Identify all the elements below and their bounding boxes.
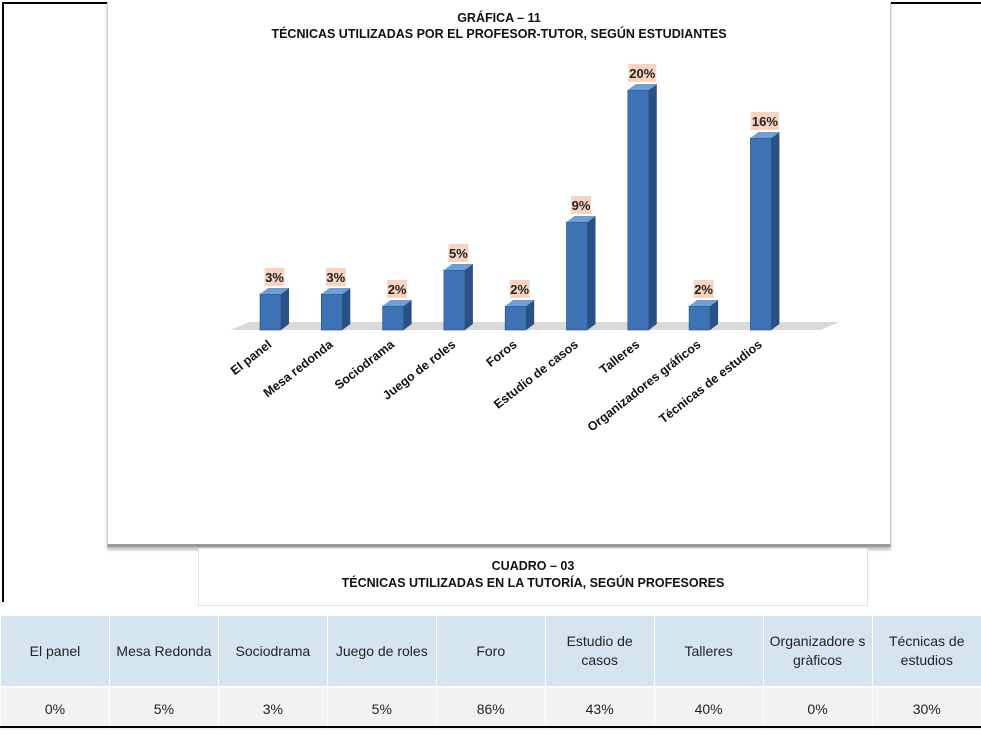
table-header-cell: Organizadore s gràficos xyxy=(762,616,872,687)
table-header-cell: Juego de roles xyxy=(326,616,437,687)
table-cell: 43% xyxy=(544,686,655,730)
bar-top xyxy=(321,288,351,294)
bar xyxy=(504,305,527,331)
techniques-table: El panel Mesa Redonda Sociodrama Juego d… xyxy=(0,616,981,730)
bar xyxy=(382,305,404,331)
table-header-cell: Estudio de casos xyxy=(544,616,655,687)
table-header-cell: Talleres xyxy=(653,616,764,687)
data-label: 2% xyxy=(510,282,529,297)
bar-top xyxy=(382,300,412,306)
category-label: Técnicas de estudios xyxy=(656,337,764,426)
table-header-row: El panel Mesa Redonda Sociodrama Juego d… xyxy=(0,616,981,687)
bar-side xyxy=(342,288,351,330)
category-label: Talleres xyxy=(597,337,642,377)
bar-side xyxy=(710,300,719,330)
table-cell: 5% xyxy=(108,686,219,730)
bar-side xyxy=(464,264,473,330)
data-label: 9% xyxy=(572,198,591,213)
table-cell: 3% xyxy=(217,686,328,730)
data-label-bg xyxy=(509,280,530,298)
table-cell: 0% xyxy=(762,686,872,730)
bar-side xyxy=(771,132,780,330)
bar xyxy=(259,293,282,331)
bar xyxy=(627,89,650,331)
data-label: 5% xyxy=(449,246,468,261)
table-header-cell: Mesa Redonda xyxy=(108,616,219,687)
data-label-bg xyxy=(628,64,657,82)
bar xyxy=(566,221,588,331)
table-cell: 40% xyxy=(653,686,764,730)
data-label-bg xyxy=(571,196,591,214)
data-label: 20% xyxy=(629,66,655,81)
category-label: Foros xyxy=(484,337,520,369)
data-label-bg xyxy=(325,268,346,286)
bar-top xyxy=(627,84,657,90)
table-cell: 0% xyxy=(0,686,110,730)
bar-top xyxy=(689,300,719,306)
data-label: 3% xyxy=(326,270,345,285)
bar xyxy=(443,269,466,331)
table-header-cell: El panel xyxy=(0,616,110,687)
frame-left-border xyxy=(2,2,4,602)
table-cell: 86% xyxy=(435,686,546,730)
table-cell: 30% xyxy=(871,686,981,730)
data-label-bg xyxy=(264,268,285,286)
bar-side xyxy=(281,288,289,330)
cuadro-title-box: CUADRO – 03 TÉCNICAS UTILIZADAS EN LA TU… xyxy=(198,548,868,606)
table-header-cell: Sociodrama xyxy=(217,616,328,687)
table-header-cell: Foro xyxy=(435,616,546,687)
bar-top xyxy=(260,288,289,294)
cuadro-title: TÉCNICAS UTILIZADAS EN LA TUTORÍA, SEGÚN… xyxy=(341,576,725,590)
cuadro-label: CUADRO – 03 xyxy=(491,559,575,573)
bar-side xyxy=(587,216,596,330)
chart-title: TÉCNICAS UTILIZADAS POR EL PROFESOR-TUTO… xyxy=(271,27,727,41)
bottom-border xyxy=(0,726,981,728)
table-row: 0% 5% 3% 5% 86% 43% 40% 0% 30% xyxy=(0,686,981,730)
bar xyxy=(688,305,711,331)
data-label-bg xyxy=(750,112,779,130)
bar-top xyxy=(443,264,473,270)
category-label: Sociodrama xyxy=(332,337,398,393)
table-header-cell: Técnicas de estudios xyxy=(871,616,981,687)
bar-side xyxy=(526,300,535,330)
data-label-bg xyxy=(387,280,408,298)
data-label: 3% xyxy=(265,270,284,285)
category-label: El panel xyxy=(228,337,274,378)
bar-side xyxy=(648,84,657,330)
bar xyxy=(320,293,343,331)
table-cell: 5% xyxy=(326,686,437,730)
bar-side xyxy=(403,300,412,330)
data-label: 2% xyxy=(388,282,407,297)
bar-top xyxy=(750,132,780,138)
data-label: 16% xyxy=(752,114,778,129)
data-label-bg xyxy=(693,280,714,298)
bar xyxy=(750,137,772,331)
bar-top xyxy=(566,216,596,222)
chart-label: GRÁFICA – 11 xyxy=(457,11,541,25)
data-label-bg xyxy=(448,244,469,262)
data-label: 2% xyxy=(694,282,713,297)
category-label: Organizadores gráficos xyxy=(585,337,704,434)
bar-top xyxy=(505,300,535,306)
